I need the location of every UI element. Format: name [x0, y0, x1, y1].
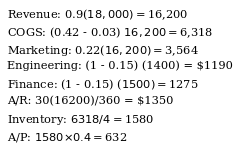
Text: Revenue: 0.9($18,000) = $16,200: Revenue: 0.9($18,000) = $16,200	[7, 7, 189, 22]
Text: COGS: (0.42 - 0.03) $16,200 = $6,318: COGS: (0.42 - 0.03) $16,200 = $6,318	[7, 25, 214, 40]
Text: Marketing: 0.22($16,200) = $3,564: Marketing: 0.22($16,200) = $3,564	[7, 43, 199, 58]
Text: A/R: 30(16200)/360 = $1350: A/R: 30(16200)/360 = $1350	[7, 95, 174, 106]
Text: Inventory: $6318/4 = $1580: Inventory: $6318/4 = $1580	[7, 113, 155, 127]
Text: Engineering: (1 - 0.15) (1400) = $1190: Engineering: (1 - 0.15) (1400) = $1190	[7, 60, 233, 71]
Text: Finance: (1 - 0.15) ($1500) = $1275: Finance: (1 - 0.15) ($1500) = $1275	[7, 78, 199, 92]
Text: A/P: $1580 × 0.4 = $632: A/P: $1580 × 0.4 = $632	[7, 131, 128, 144]
